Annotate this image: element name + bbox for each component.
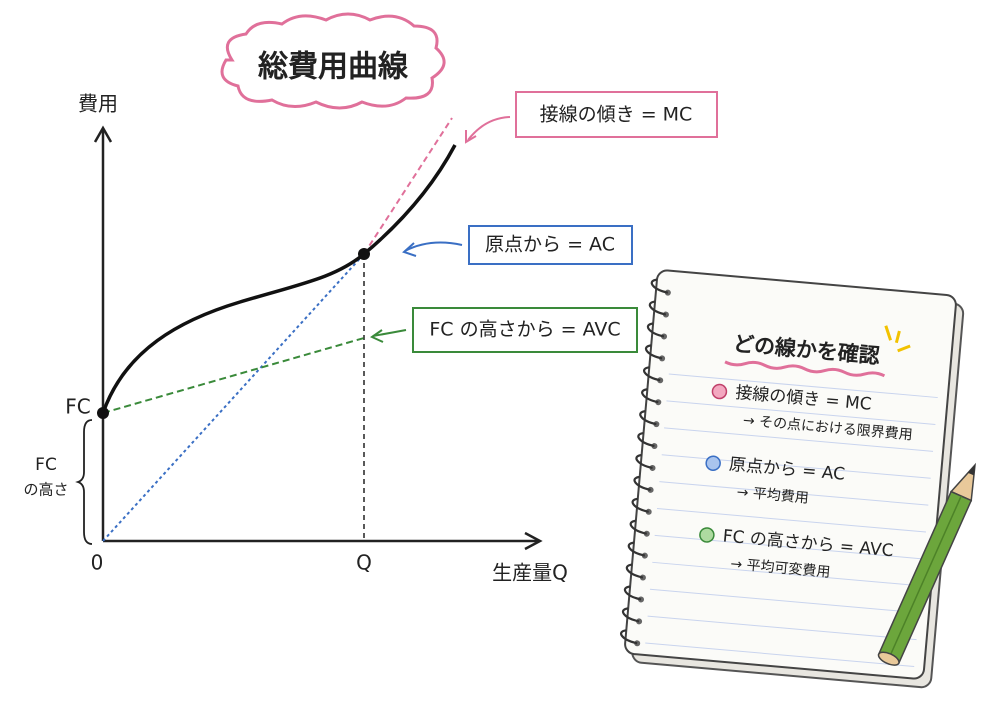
ring: [623, 585, 642, 601]
ruled-line: [668, 373, 938, 399]
ring: [648, 300, 667, 316]
spiral-rings: [620, 278, 671, 647]
mc-tangent: [363, 117, 453, 255]
ring: [633, 475, 651, 491]
ring: [631, 497, 649, 513]
ruled-line: [659, 481, 929, 506]
callout-arrow: [404, 241, 463, 252]
ruled-lines: [645, 373, 938, 668]
ruled-line: [656, 508, 927, 533]
ring: [644, 344, 663, 360]
callout-label: FC の高さから = AVC: [429, 319, 620, 341]
ring: [641, 388, 659, 404]
y-arrow: [93, 125, 113, 143]
ring: [635, 453, 653, 470]
ruled-line: [666, 400, 936, 425]
pencil-edge: [888, 495, 962, 659]
callout-box: [515, 91, 718, 138]
sparkle: [884, 325, 911, 353]
item-dot: [699, 527, 715, 543]
pencil: [877, 462, 976, 666]
fc-brace: [75, 419, 93, 545]
y-axis-label: 費用: [78, 92, 118, 116]
callout-box: [412, 307, 638, 353]
callout-arrow: [467, 116, 511, 141]
q-point: [358, 248, 370, 260]
q-tick-label: Q: [356, 551, 372, 575]
avc-line: [102, 337, 365, 414]
ring: [639, 410, 657, 426]
ruled-line: [649, 588, 919, 614]
ruled-line: [647, 615, 917, 641]
item-dot: [705, 455, 721, 471]
x-arrow: [524, 531, 543, 551]
ring: [629, 519, 648, 535]
callout-arrowhead: [465, 130, 477, 144]
total-cost-curve: [101, 144, 457, 414]
item-dot: [711, 383, 728, 400]
ring: [620, 629, 638, 645]
notebook: どの線かを確認 接線の傾き = MC → その点における限界費用 原点から = …: [620, 269, 965, 689]
ring: [650, 278, 669, 294]
callout-arrowhead: [369, 329, 384, 343]
ring: [621, 607, 640, 623]
pencil-end: [877, 651, 900, 666]
ring: [625, 563, 644, 579]
item-sub: → 平均費用: [736, 484, 809, 506]
ruled-line: [654, 534, 924, 560]
fc-height-label: FC: [35, 455, 57, 475]
title-underline: [724, 360, 886, 378]
title-cloud: [220, 12, 446, 110]
ring: [646, 322, 665, 338]
callout-arrowhead: [402, 242, 417, 257]
ruled-line: [652, 561, 922, 587]
origin-label: 0: [91, 551, 104, 575]
fc-point: [97, 407, 109, 419]
ruled-line: [645, 642, 915, 668]
callout-box: [468, 225, 633, 265]
ac-line: [102, 253, 365, 542]
callout-label: 原点から = AC: [485, 234, 615, 256]
ring: [627, 541, 646, 557]
ruled-line: [664, 427, 934, 452]
ring: [637, 431, 655, 448]
x-axis-label: 生産量Q: [492, 561, 568, 585]
fc-height-label: の高さ: [23, 481, 68, 499]
ruled-line: [661, 454, 931, 479]
pencil-lead: [967, 465, 975, 476]
fc-tick-label: FC: [65, 395, 90, 419]
title: 総費用曲線: [258, 50, 409, 85]
ring: [643, 366, 661, 382]
callout-label: 接線の傾き = MC: [540, 104, 693, 126]
